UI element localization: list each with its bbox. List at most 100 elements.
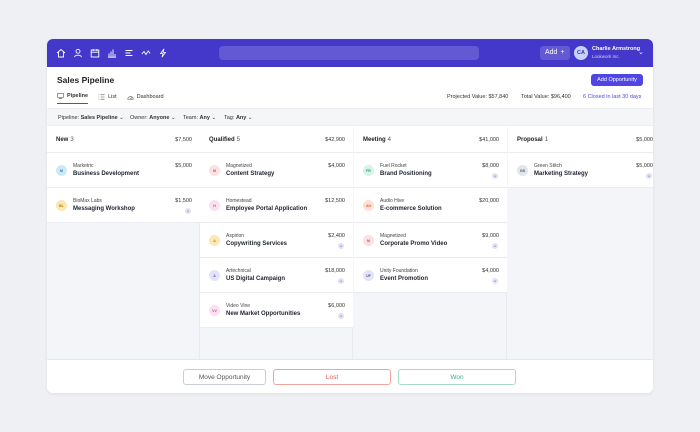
company-avatar: H	[209, 200, 220, 211]
user-menu[interactable]: Charlie Armstrong Lookwork Inc.	[592, 46, 640, 60]
company-avatar: UF	[363, 270, 374, 281]
pipeline-icon	[57, 93, 64, 99]
owner-avatar-icon: ●	[338, 278, 344, 284]
opportunity-amount: $4,000	[482, 268, 499, 274]
filter-label: Team:	[183, 115, 198, 121]
opportunity-amount: $20,000	[479, 198, 499, 204]
opportunity-amount: $2,400	[328, 233, 345, 239]
column-header: Qualified 5 $42,900	[200, 127, 353, 153]
owner-avatar-icon: ●	[492, 243, 498, 249]
company-avatar: M	[56, 165, 67, 176]
move-opportunity-button[interactable]: Move Opportunity	[183, 369, 266, 385]
stage-name: Qualified 5	[209, 137, 241, 143]
owner-avatar-icon: ●	[646, 173, 652, 179]
bar-chart-icon[interactable]	[106, 46, 118, 60]
company-name: Fuel Rocket	[380, 163, 407, 169]
opportunity-card[interactable]: UF Unity Foundation Event Promotion $4,0…	[354, 258, 507, 293]
opportunity-name: Messaging Workshop	[73, 206, 135, 212]
stage-total: $5,000	[636, 137, 653, 143]
filter-bar: Pipeline: Sales Pipeline ⌄ Owner: Anyone…	[47, 108, 653, 126]
stage-total: $42,900	[325, 137, 345, 143]
filter-owner[interactable]: Owner: Anyone ⌄	[130, 115, 176, 121]
opportunity-card[interactable]: VV Video Vine New Market Opportunities $…	[200, 293, 353, 328]
stage-count: 4	[387, 137, 392, 143]
filter-value: Any	[235, 115, 247, 121]
pipeline-board: New 3 $7,500 M Marketric Business Develop…	[47, 127, 653, 359]
lost-button[interactable]: Lost	[273, 369, 391, 385]
user-company: Lookwork Inc.	[592, 54, 620, 59]
company-avatar: GS	[517, 165, 528, 176]
opportunity-amount: $9,000	[482, 233, 499, 239]
owner-avatar-icon: ●	[492, 173, 498, 179]
search-input[interactable]	[219, 46, 479, 60]
opportunity-card[interactable]: A Aspirion Copywriting Services $2,400 ●	[200, 223, 353, 258]
tab-pipeline[interactable]: Pipeline	[57, 93, 89, 104]
opportunity-card[interactable]: A Artechnical US Digital Campaign $18,00…	[200, 258, 353, 293]
filter-value: Any	[199, 115, 210, 121]
chevron-down-icon: ⌄	[247, 115, 253, 121]
user-icon[interactable]	[72, 46, 84, 60]
company-name: Magnetized	[226, 163, 252, 169]
opportunity-name: Business Development	[73, 171, 140, 177]
filter-value: Anyone	[149, 115, 170, 121]
stage-name: Proposal 1	[517, 137, 549, 143]
opportunity-name: Content Strategy	[226, 171, 275, 177]
company-name: Audio Hive	[380, 198, 405, 204]
opportunity-name: Event Promotion	[380, 276, 429, 282]
company-avatar: FR	[363, 165, 374, 176]
stage-count: 5	[236, 137, 241, 143]
filter-pipeline[interactable]: Pipeline: Sales Pipeline ⌄	[58, 115, 124, 121]
stage-total: $41,000	[479, 137, 499, 143]
opportunity-card[interactable]: H Homestead Employee Portal Application …	[200, 188, 353, 223]
owner-avatar-icon: ●	[185, 208, 191, 214]
user-name: Charlie Armstrong	[592, 46, 641, 52]
column-header: Proposal 1 $5,000	[508, 127, 653, 153]
opportunity-name: Marketing Strategy	[534, 171, 589, 177]
filter-team[interactable]: Team: Any ⌄	[183, 115, 216, 121]
won-button[interactable]: Won	[398, 369, 516, 385]
stage-count: 3	[70, 137, 74, 143]
company-name: Homestead	[226, 198, 252, 204]
company-name: Video Vine	[226, 303, 251, 309]
tab-label: Dashboard	[136, 93, 164, 100]
opportunity-name: Copywriting Services	[226, 241, 288, 247]
add-opportunity-button[interactable]: Add Opportunity	[591, 74, 643, 86]
company-name: BioMax Labs	[73, 198, 102, 204]
company-name: Aspirion	[226, 233, 245, 239]
opportunity-card[interactable]: M Marketric Business Development $5,000	[47, 153, 200, 188]
filter-tag[interactable]: Tag: Any ⌄	[224, 115, 252, 121]
plus-icon: +	[560, 49, 565, 56]
opportunity-amount: $5,000	[175, 163, 192, 169]
avatar[interactable]: CA	[574, 46, 588, 60]
calendar-icon[interactable]	[89, 46, 101, 60]
action-footer: Move Opportunity Lost Won	[47, 359, 653, 393]
opportunity-amount: $6,000	[328, 303, 345, 309]
chevron-down-icon: ⌄	[170, 115, 176, 121]
opportunity-card[interactable]: GS Green Stitch Marketing Strategy $5,00…	[508, 153, 653, 188]
opportunity-amount: $1,500	[175, 198, 192, 204]
opportunity-card[interactable]: M Magnetized Corporate Promo Video $9,00…	[354, 223, 507, 258]
closed-count-link[interactable]: 6 Closed in last 30 days	[583, 94, 642, 100]
add-button[interactable]: Add +	[540, 46, 570, 60]
opportunity-amount: $4,000	[328, 163, 345, 169]
list-icon[interactable]	[123, 46, 135, 60]
filter-label: Tag:	[224, 115, 235, 121]
opportunity-name: Brand Positioning	[380, 171, 432, 177]
opportunity-name: Employee Portal Application	[226, 206, 308, 212]
company-name: Marketric	[73, 163, 94, 169]
opportunity-card[interactable]: FR Fuel Rocket Brand Positioning $8,000 …	[354, 153, 507, 188]
dashboard-icon	[127, 95, 134, 99]
activity-icon[interactable]	[140, 46, 152, 60]
home-icon[interactable]	[55, 46, 67, 60]
owner-avatar-icon: ●	[338, 313, 344, 319]
opportunity-card[interactable]: AH Audio Hive E-commerce Solution $20,00…	[354, 188, 507, 223]
chevron-down-icon[interactable]: ⌄	[638, 49, 644, 56]
stage-name: Meeting 4	[363, 137, 392, 143]
company-avatar: M	[209, 165, 220, 176]
opportunity-card[interactable]: BL BioMax Labs Messaging Workshop $1,500…	[47, 188, 200, 223]
bolt-icon[interactable]	[157, 46, 169, 60]
tab-dashboard[interactable]: Dashboard	[127, 93, 164, 104]
opportunity-card[interactable]: M Magnetized Content Strategy $4,000	[200, 153, 353, 188]
tab-list[interactable]: List	[98, 93, 117, 104]
top-navigation-bar: Add + CA Charlie Armstrong Lookwork Inc.…	[47, 39, 653, 67]
